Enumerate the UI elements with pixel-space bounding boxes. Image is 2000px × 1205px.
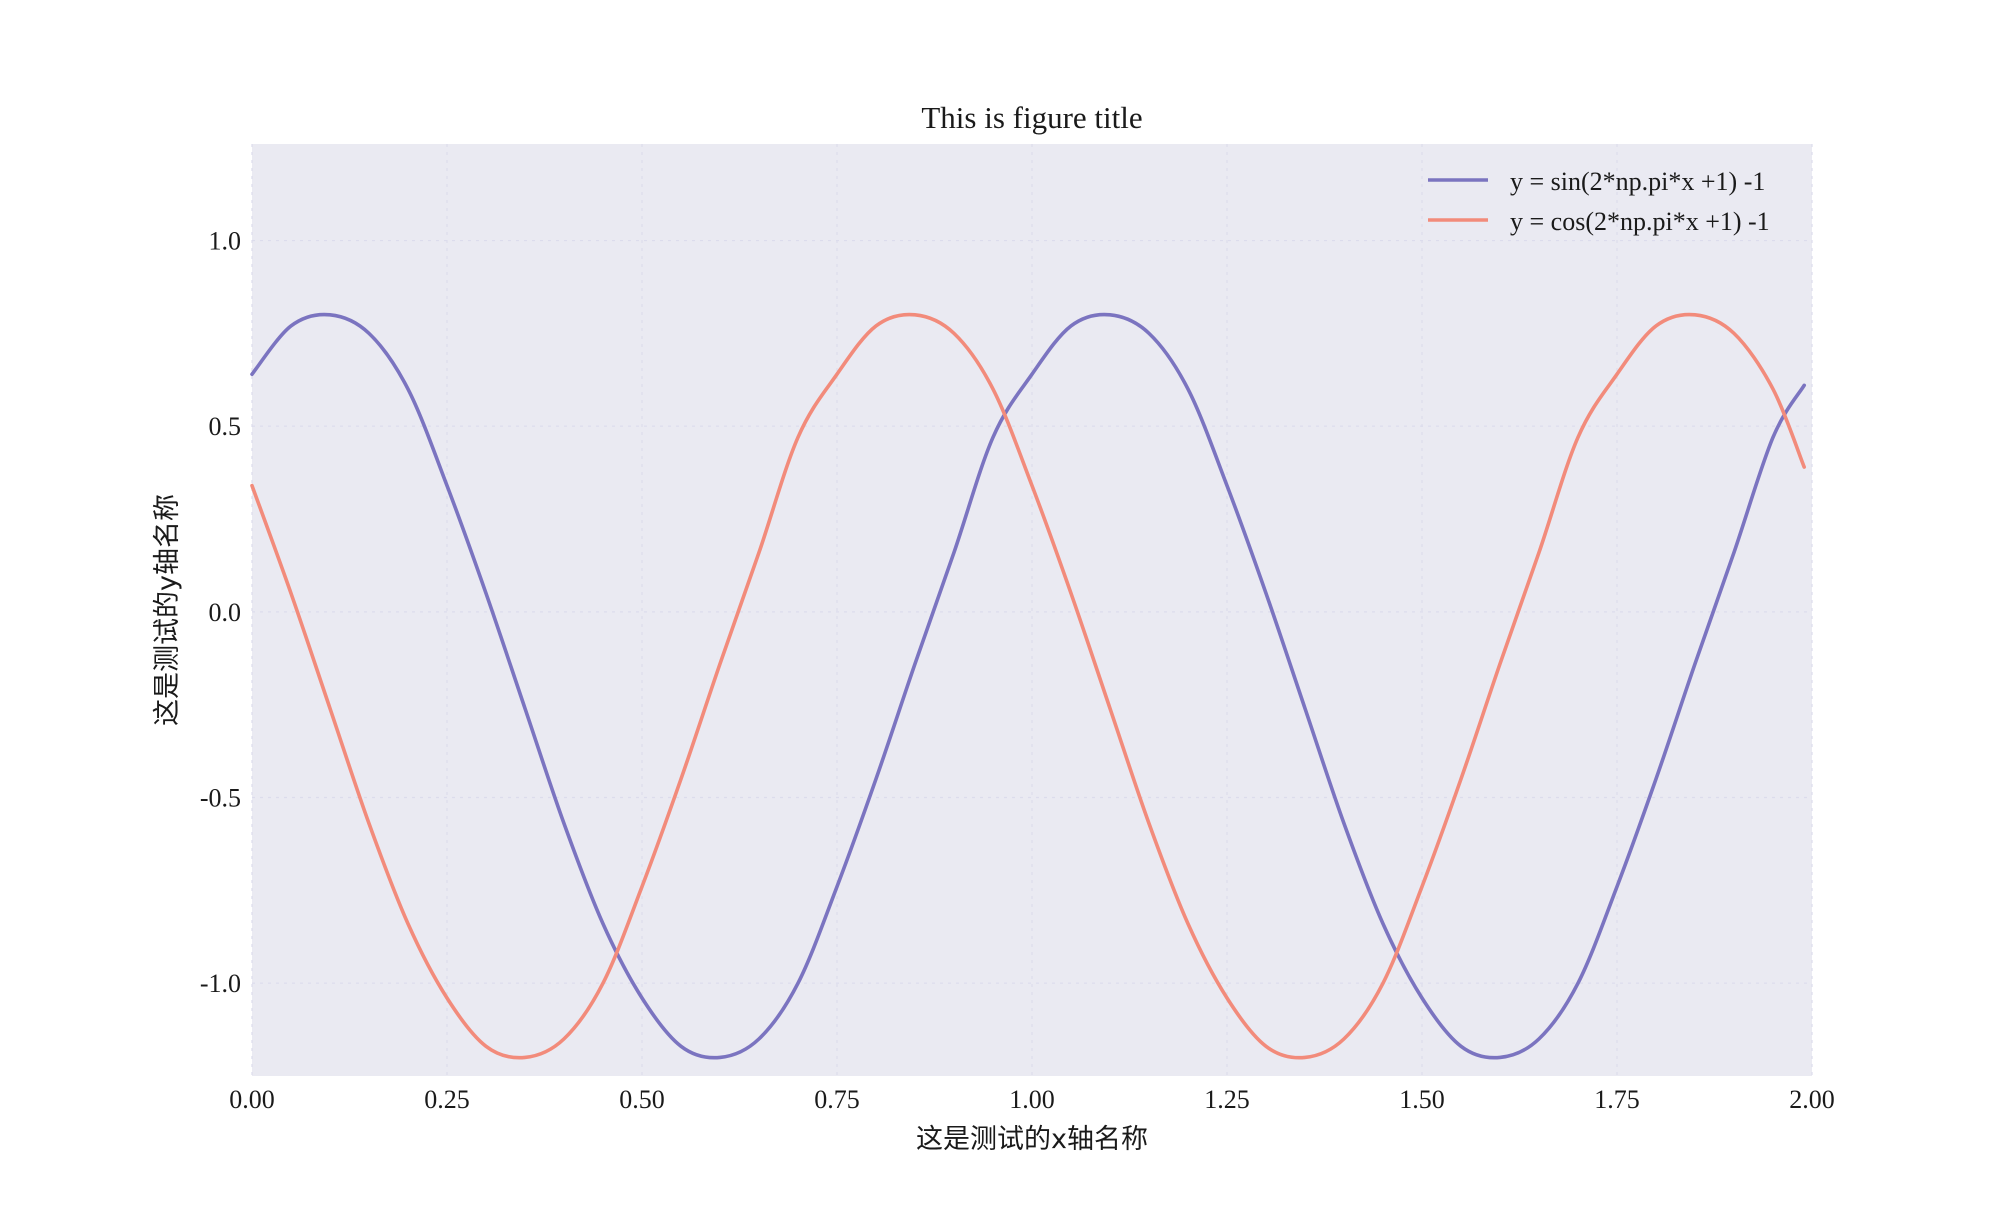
legend: y = sin(2*np.pi*x +1) -1 y = cos(2*np.pi*… bbox=[1428, 167, 1770, 236]
y-tick-label: -0.5 bbox=[200, 784, 241, 813]
y-tick-label: 1.0 bbox=[209, 227, 242, 256]
x-tick-label: 1.00 bbox=[1009, 1085, 1055, 1114]
x-tick-label: 0.00 bbox=[229, 1085, 275, 1114]
legend-label-2: y = cos(2*np.pi*x +1) -1 bbox=[1510, 207, 1770, 236]
x-tick-label: 0.75 bbox=[814, 1085, 860, 1114]
legend-label-1: y = sin(2*np.pi*x +1) -1 bbox=[1510, 167, 1765, 196]
series-line-2 bbox=[250, 312, 1806, 1060]
grid-lines bbox=[251, 144, 1813, 1076]
x-tick-label: 0.50 bbox=[619, 1085, 665, 1114]
y-tick-label: -1.0 bbox=[200, 969, 241, 998]
x-axis-label: 这是测试的x轴名称 bbox=[916, 1124, 1148, 1155]
y-axis-label: 这是测试的y轴名称 bbox=[152, 494, 183, 726]
chart-title: This is figure title bbox=[921, 100, 1142, 135]
series-line-1 bbox=[250, 312, 1806, 1060]
x-tick-label: 2.00 bbox=[1789, 1085, 1835, 1114]
series-layer bbox=[250, 312, 1806, 1060]
x-tick-label: 1.50 bbox=[1399, 1085, 1445, 1114]
y-tick-label: 0.5 bbox=[209, 412, 242, 441]
x-tick-label: 1.25 bbox=[1204, 1085, 1250, 1114]
y-tick-label: 0.0 bbox=[209, 598, 242, 627]
x-tick-label: 0.25 bbox=[424, 1085, 470, 1114]
x-axis-ticks: 0.00 0.25 0.50 0.75 1.00 1.25 1.50 1.75 2.00 bbox=[229, 1085, 1835, 1114]
x-tick-label: 1.75 bbox=[1594, 1085, 1640, 1114]
y-axis-ticks: -1.0 -0.5 0.0 0.5 1.0 bbox=[200, 227, 241, 999]
